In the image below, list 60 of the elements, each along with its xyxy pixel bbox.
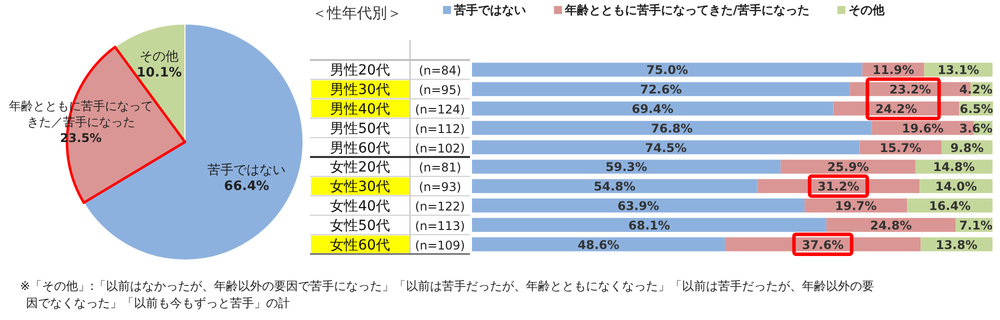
data-label: 13.1% [938,63,980,78]
bar [472,237,725,252]
category-label: 女性50代 (n=113) [330,218,465,234]
data-label: 4.2% [959,82,992,97]
bar [472,198,805,212]
category-label: 男性20代 (n=84) [330,62,462,79]
data-label: 16.4% [928,199,971,213]
data-label: 48.6% [578,238,620,252]
text: ※「その他」:「以前はなかったが、年齢以外の要因で苦手になった」「以前は苦手だったが、年齢とともになくなった」「以前は苦手だったが、年齢以外の要因でなくなった」「以前も今もずっと苦手」の計 [20,279,874,310]
bar [780,160,916,174]
data-label: 68.1% [628,218,670,232]
category-label: 男性50代 (n=112) [330,120,465,137]
data-label: 9.8% [950,140,984,155]
data-label: 19.7% [835,199,877,213]
data-label: 15.7% [880,140,922,155]
bar [472,160,781,174]
data-label: 54.8% [594,180,636,194]
category-label: 女性40代 (n=122) [330,198,465,214]
data-label: 76.8% [651,121,693,136]
data-label: 59.3% [606,160,648,174]
data-label: 63.9% [617,199,660,213]
legend-label: 苦手ではない [453,3,526,17]
slice-label: その他 [140,50,179,65]
data-label: 69.4% [632,102,674,116]
category-label: 男性60代 (n=102) [330,140,465,156]
data-label: 14.0% [935,180,977,194]
data-label: 75.0% [646,63,688,78]
bar [472,179,758,194]
data-label: 19.6% [902,121,944,136]
data-label: 72.6% [640,82,682,97]
bar [472,140,860,154]
bar [472,102,834,116]
data-label: 24.2% [875,102,918,116]
legend-label: 年齢とともに苦手になってきた/苦手になった [564,3,810,17]
data-label: 23.2% [889,82,932,97]
category-label: 女性30代 (n=93) [330,179,462,196]
data-label: 24.8% [870,218,912,232]
category-label: 男性30代 (n=95) [330,82,462,98]
legend-label: その他 [848,3,886,17]
data-label: 25.9% [827,160,869,174]
data-label: 13.8% [936,238,978,252]
data-label: 14.8% [933,160,975,174]
data-label: 31.2% [818,180,860,194]
data-label: 37.6% [802,238,844,252]
bar [472,218,826,232]
data-label: 6.5% [960,102,993,116]
data-label: 66.4% [224,178,270,194]
category-label: 女性20代 (n=81) [330,160,462,176]
category-label: 男性40代 (n=124) [330,102,465,118]
bar [472,120,872,135]
category-label: 女性60代 (n=109) [330,237,465,254]
bar [472,62,862,77]
data-label: 7.1% [959,218,992,232]
data-label: 11.9% [872,63,914,78]
slice-label: 苦手ではない [208,162,286,178]
bar [472,82,850,96]
data-label: 10.1% [136,66,182,81]
chart-title: ＜性年代別＞ [312,4,402,22]
data-label: 74.5% [645,140,687,155]
data-label: 3.6% [959,121,992,136]
